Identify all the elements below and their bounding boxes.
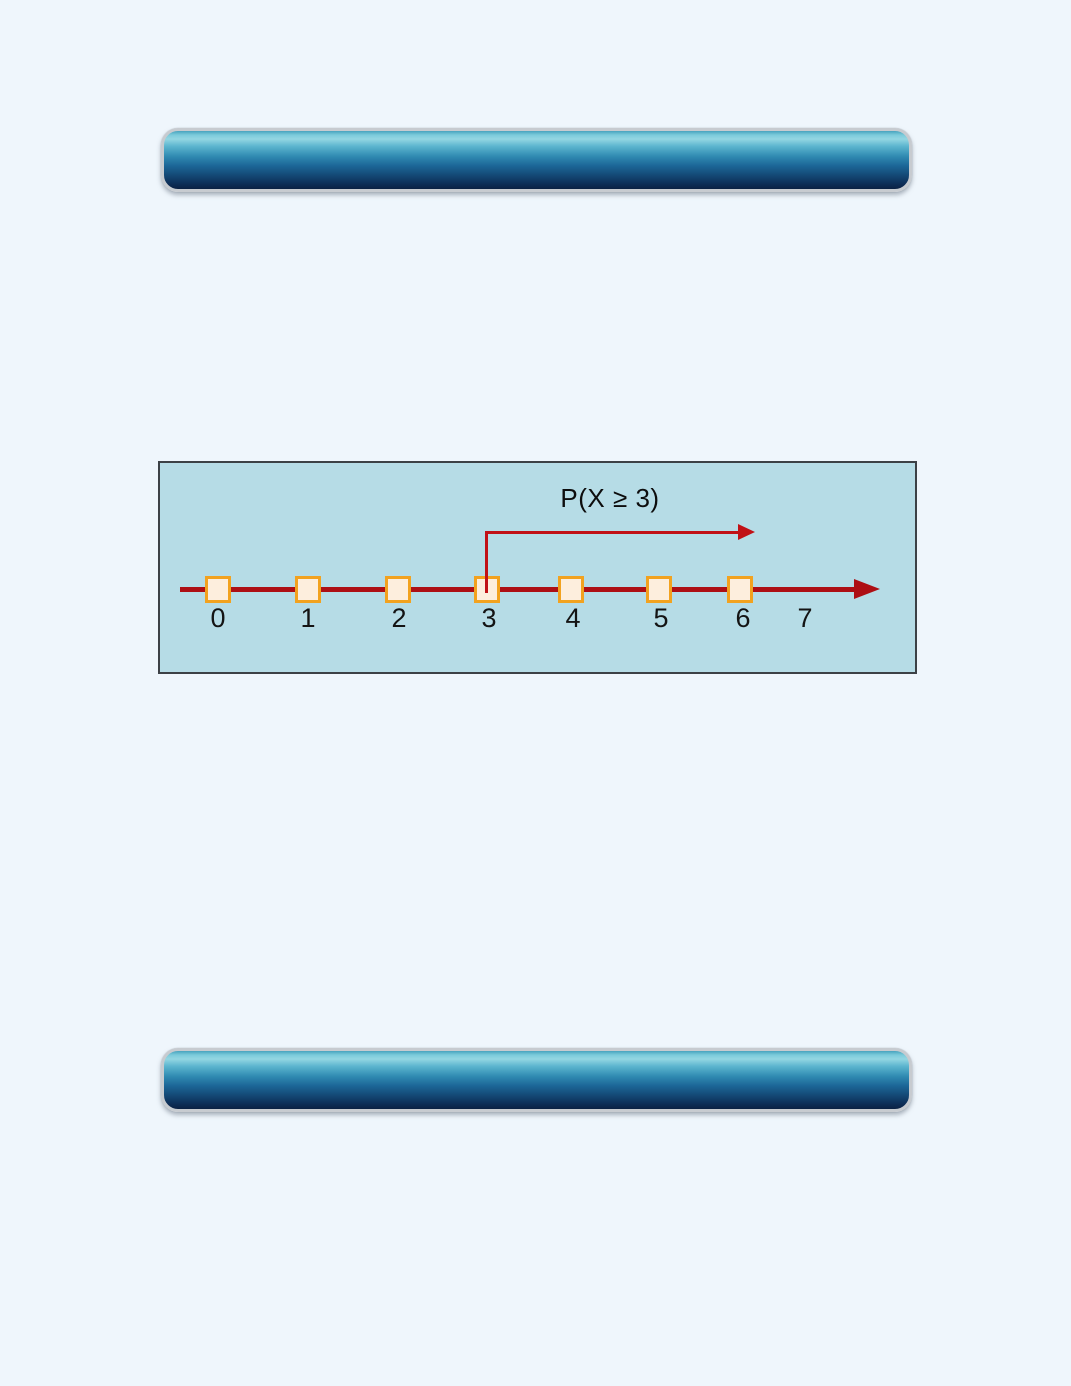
- tick-label-2: 2: [391, 603, 407, 633]
- tick-label-5: 5: [653, 603, 669, 633]
- number-line-panel: P(X ≥ 3) 0 1 2 3 4 5 6 7: [158, 461, 917, 674]
- number-line-arrowhead-icon: [854, 579, 880, 599]
- marker-square-1: [295, 576, 321, 603]
- annotation-arrow-horizontal-segment: [486, 531, 738, 534]
- marker-square-4: [558, 576, 584, 603]
- tick-label-7: 7: [797, 603, 813, 633]
- marker-square-0: [205, 576, 231, 603]
- tick-label-0: 0: [210, 603, 226, 633]
- annotation-arrow-vertical-segment: [485, 531, 488, 593]
- probability-annotation-label: P(X ≥ 3): [560, 483, 660, 513]
- tick-label-4: 4: [565, 603, 581, 633]
- marker-square-6: [727, 576, 753, 603]
- marker-square-5: [646, 576, 672, 603]
- tick-label-1: 1: [300, 603, 316, 633]
- banner-bar-top: [161, 128, 912, 192]
- tick-label-6: 6: [735, 603, 751, 633]
- banner-bar-bottom: [161, 1048, 912, 1112]
- annotation-arrowhead-icon: [738, 524, 755, 540]
- marker-square-2: [385, 576, 411, 603]
- tick-label-3: 3: [481, 603, 497, 633]
- number-line-axis: [180, 587, 856, 592]
